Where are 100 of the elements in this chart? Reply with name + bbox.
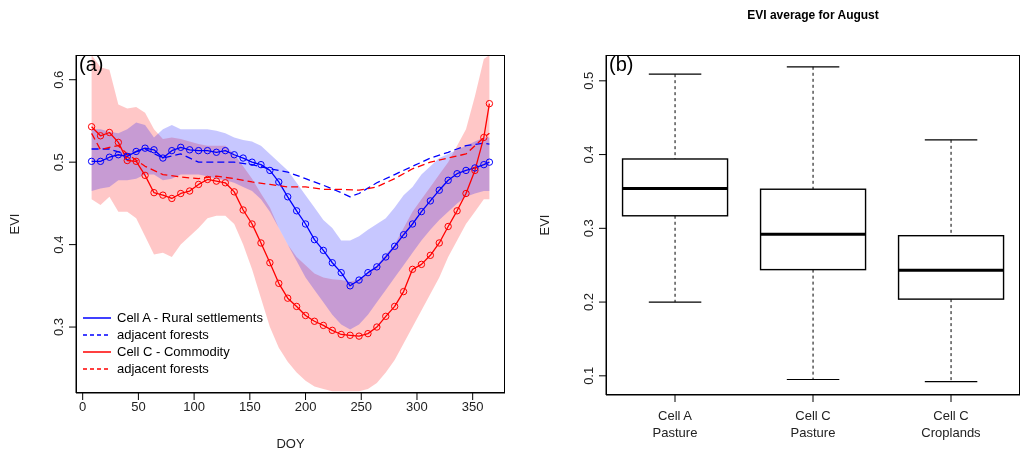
x-tick-label: Cell C Croplands (921, 408, 982, 440)
annotation: (b) (609, 53, 634, 76)
x-tick-label: 50 (131, 399, 146, 415)
point (284, 294, 292, 302)
y-tick-label: 0.6 (51, 70, 66, 89)
point (292, 207, 301, 215)
point (382, 253, 390, 261)
point (212, 148, 221, 156)
point (96, 157, 105, 166)
point (399, 287, 408, 296)
y-tick-label: 0.4 (581, 145, 596, 164)
point (373, 263, 381, 271)
point (444, 176, 452, 185)
point (194, 180, 203, 189)
point (462, 189, 470, 198)
y-tick-label: 0.3 (581, 219, 596, 238)
point (239, 154, 247, 162)
point (328, 259, 336, 267)
point (266, 166, 274, 175)
point (346, 331, 354, 339)
y-tick-label: 0.4 (51, 235, 66, 254)
point (485, 99, 494, 108)
point (337, 330, 345, 339)
point (150, 188, 158, 197)
point (123, 152, 131, 161)
y-tick-label: 0.1 (581, 366, 596, 385)
point (408, 220, 417, 228)
point (292, 302, 301, 311)
point (239, 206, 247, 214)
point (168, 194, 176, 203)
legend-label: adjacent forests (117, 326, 209, 343)
point (177, 189, 185, 198)
point (301, 311, 310, 320)
point (203, 146, 212, 155)
point (364, 268, 372, 277)
point (257, 239, 265, 247)
point (230, 188, 238, 196)
point (355, 332, 363, 340)
point (301, 220, 310, 228)
point (203, 175, 212, 184)
point (185, 146, 194, 154)
point (417, 207, 426, 216)
x-tick-label: 350 (461, 399, 484, 415)
x-tick-label: 150 (238, 399, 261, 415)
point (221, 179, 230, 187)
point (212, 177, 221, 185)
point (132, 147, 140, 156)
y-axis-title: EVI (6, 213, 22, 235)
point (417, 260, 426, 269)
point (435, 186, 443, 194)
point (480, 133, 488, 142)
point (310, 235, 319, 244)
point (132, 157, 140, 166)
x-tick-label: Cell A Pasture (652, 408, 698, 440)
point (221, 146, 230, 155)
point (248, 158, 256, 166)
point (150, 146, 158, 154)
point (319, 321, 328, 330)
point (382, 312, 390, 321)
x-axis-title: DOY (276, 436, 305, 451)
point (96, 132, 105, 140)
point (480, 160, 488, 169)
point (328, 326, 336, 335)
point (159, 191, 167, 199)
point (266, 259, 274, 267)
point (435, 239, 443, 247)
y-tick-label: 0.3 (51, 318, 66, 337)
point (399, 231, 408, 239)
point (141, 171, 149, 180)
point (355, 276, 363, 284)
point (159, 154, 167, 162)
point (453, 170, 461, 178)
legend-label: Cell C - Commodity (117, 343, 230, 360)
x-tick-label: 0 (79, 399, 87, 415)
point (177, 143, 185, 152)
point (123, 156, 131, 165)
point (462, 166, 470, 175)
point (390, 302, 399, 311)
point (141, 144, 149, 152)
point (185, 187, 194, 195)
y-tick-label: 0.5 (51, 153, 66, 172)
y-axis-title: EVI (536, 214, 552, 236)
point (168, 146, 176, 155)
point (444, 222, 452, 231)
legend-label: adjacent forests (117, 360, 209, 377)
x-tick-label: 300 (406, 399, 428, 415)
point (275, 178, 283, 186)
legend-label: Cell A - Rural settlements (117, 309, 263, 326)
point (310, 317, 319, 325)
x-tick-label: Cell C Pasture (790, 408, 836, 440)
point (284, 193, 292, 201)
chart-title: EVI average for August (746, 8, 880, 22)
point (453, 207, 461, 215)
point (87, 123, 96, 131)
point (87, 157, 96, 166)
point (114, 138, 123, 147)
x-tick-label: 200 (294, 399, 317, 415)
point (426, 197, 435, 205)
annotation: (a) (79, 53, 104, 76)
point (275, 279, 283, 288)
